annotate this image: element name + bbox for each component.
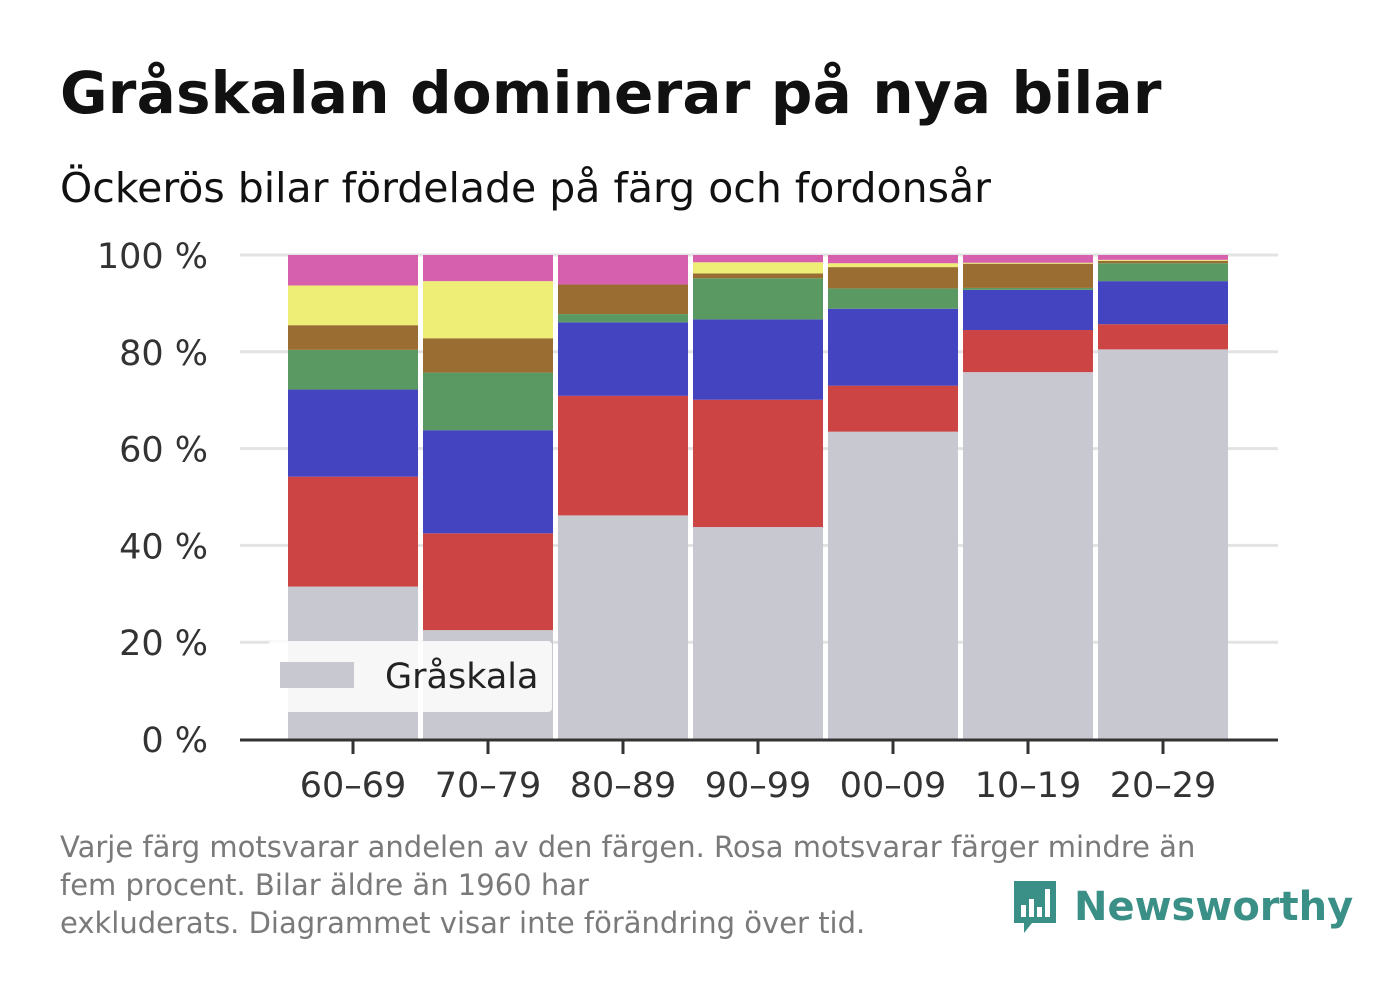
bar-segment [963, 262, 1093, 264]
bar-segment [693, 319, 823, 400]
newsworthy-chart-icon [1014, 881, 1056, 933]
bar-segment [1098, 349, 1228, 739]
bar-segment [558, 515, 688, 739]
bar-segment [693, 262, 823, 274]
y-tick-label: 80 % [119, 334, 208, 374]
bar-segment [963, 287, 1093, 290]
bar-segment [423, 281, 553, 339]
y-tick-label: 20 % [119, 624, 208, 664]
bar-segment [423, 255, 553, 282]
x-tick-label: 80–89 [570, 766, 677, 806]
footnote-line-1: Varje färg motsvarar andelen av den färg… [60, 830, 1196, 864]
bar-segment [828, 255, 958, 264]
bar-segment [558, 322, 688, 396]
bar-segment [288, 349, 418, 390]
x-tick-label: 00–09 [840, 766, 947, 806]
y-tick-label: 0 % [141, 721, 208, 761]
x-tick-label: 10–19 [975, 766, 1082, 806]
bar-segment [423, 430, 553, 534]
legend-box [268, 641, 552, 712]
legend-swatch-graskala [280, 662, 354, 688]
bar-segment [288, 389, 418, 477]
x-axis: 60–69 70–79 80–89 90–99 00–09 10–19 20–29 [240, 738, 1278, 806]
y-tick-label: 60 % [119, 431, 208, 471]
bar-segment [558, 284, 688, 315]
x-tick-label: 20–29 [1110, 766, 1217, 806]
bar-segment [558, 395, 688, 516]
bar-segment [288, 255, 418, 286]
bar-segment [828, 385, 958, 432]
bar-segment [1098, 263, 1228, 282]
brand-logo[interactable]: Newsworthy [1010, 876, 1353, 938]
bar-segment [558, 255, 688, 285]
x-tick-label: 60–69 [300, 766, 407, 806]
bar-segment [828, 431, 958, 739]
y-axis-ticks: 0 % 20 % 40 % 60 % 80 % 100 % [97, 237, 208, 761]
bar-segment [1098, 259, 1228, 261]
footnote: Varje färg motsvarar andelen av den färg… [60, 828, 1310, 942]
bar-segment [288, 285, 418, 326]
bar-segment [693, 399, 823, 528]
bar-segment [828, 288, 958, 309]
chart-title: Gråskalan dominerar på nya bilar [60, 59, 1162, 127]
bar-segment [1098, 281, 1228, 325]
legend-label-graskala: Gråskala [385, 656, 538, 697]
bar-segment [828, 267, 958, 289]
bar-segment [1098, 324, 1228, 350]
x-tick-label: 90–99 [705, 766, 812, 806]
bar-segment [423, 533, 553, 631]
bar-segment [828, 308, 958, 386]
x-tick-label: 70–79 [435, 766, 542, 806]
bar-segment [963, 289, 1093, 331]
bar-segment [423, 372, 553, 431]
bar-segment [1098, 260, 1228, 264]
bar-segment [963, 330, 1093, 373]
bar-segment [288, 476, 418, 587]
stacked-bar-chart: 0 % 20 % 40 % 60 % 80 % 100 % 60–69 70–79 80–89… [97, 237, 1278, 806]
bar-segment [963, 263, 1093, 288]
bar-segment [963, 255, 1093, 263]
bar-segment [693, 273, 823, 279]
y-tick-label: 40 % [119, 527, 208, 567]
footnote-line-3: exkluderats. Diagrammet visar inte förän… [60, 906, 866, 940]
bar-segment [423, 338, 553, 373]
chart-subtitle: Öckerös bilar fördelade på färg och ford… [60, 164, 991, 212]
footnote-line-2: fem procent. Bilar äldre än 1960 har [60, 868, 589, 902]
bar-segment [288, 325, 418, 350]
bar-segment [1098, 255, 1228, 260]
y-tick-label: 100 % [97, 237, 208, 277]
bar-segment [693, 278, 823, 320]
bar-segment [693, 255, 823, 263]
bar-segment [828, 263, 958, 268]
bar-segment [963, 372, 1093, 739]
brand-name: Newsworthy [1074, 884, 1354, 930]
bar-segment [693, 527, 823, 739]
legend: Gråskala [268, 641, 552, 712]
bar-segment [558, 314, 688, 323]
